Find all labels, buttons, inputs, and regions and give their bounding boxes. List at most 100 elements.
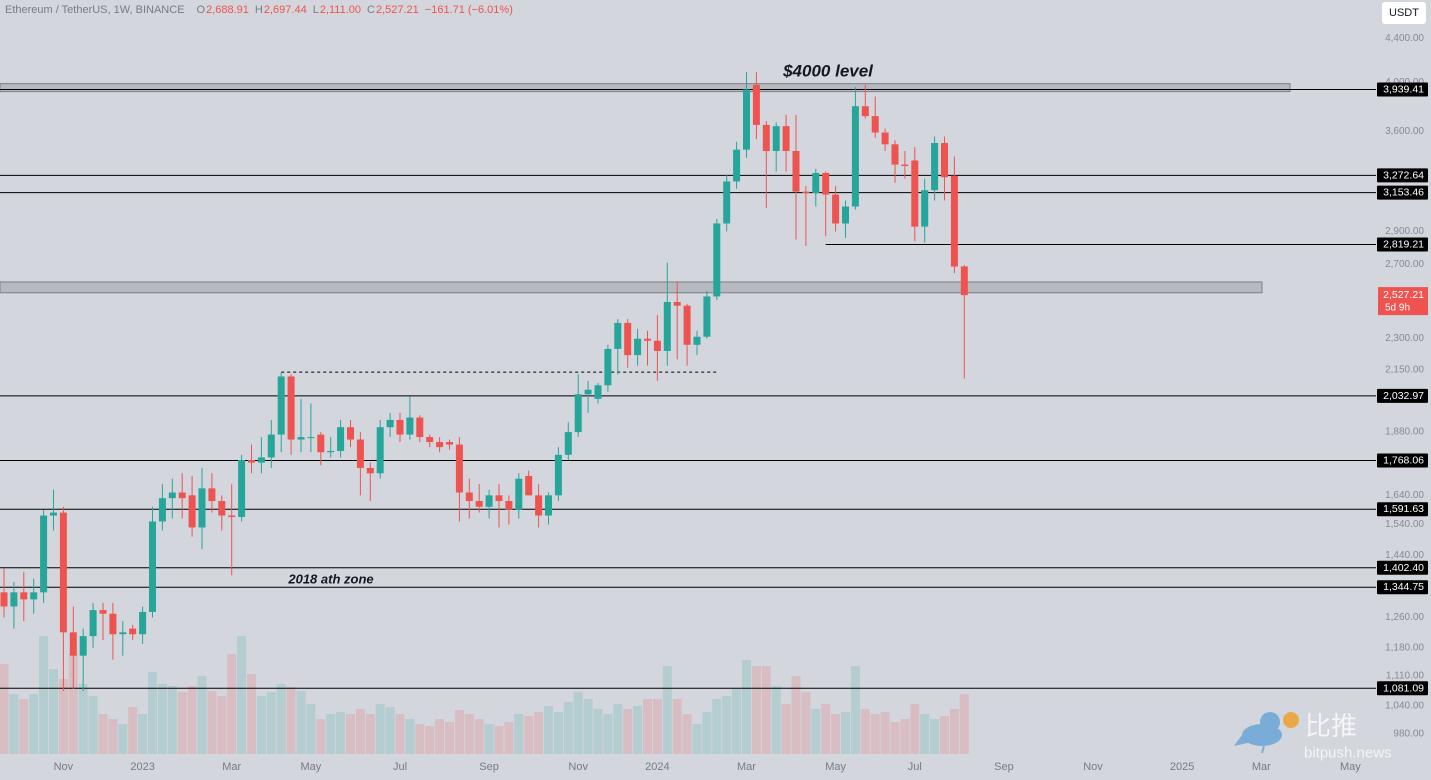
volume-bar: [959, 694, 969, 754]
level-label: 1,768.06: [1383, 455, 1424, 467]
change: −161.71 (−6.01%): [424, 4, 513, 16]
candle-body: [69, 632, 77, 656]
volume-bar: [237, 636, 247, 754]
candle-body: [723, 181, 731, 224]
volume-bar: [514, 714, 524, 754]
volume-bar: [148, 672, 157, 754]
volume-bar: [167, 686, 177, 754]
candle-body: [248, 460, 255, 463]
candle-body: [366, 467, 374, 474]
candle-body: [287, 376, 295, 440]
candle-body: [149, 521, 156, 612]
level-label: 2,032.97: [1383, 390, 1424, 402]
volume-bar: [603, 714, 613, 754]
volume-bar: [593, 709, 603, 754]
candle-body: [960, 266, 968, 296]
candle-body: [30, 592, 38, 600]
candle-body: [158, 498, 166, 522]
candle-body: [485, 495, 493, 507]
level-label-bg: [1377, 82, 1428, 97]
volume-bar: [702, 712, 712, 754]
candle-body: [911, 160, 919, 227]
volume-bar: [474, 719, 484, 754]
candle-body: [842, 206, 849, 224]
volume-bar: [573, 692, 583, 754]
currency-button[interactable]: USDT: [1382, 2, 1426, 24]
candle-body: [238, 460, 246, 518]
x-tick-label: Mar: [737, 761, 756, 773]
volume-bar: [831, 714, 841, 754]
level-label-bg: [1377, 185, 1428, 200]
x-tick-label: Jul: [908, 761, 922, 773]
volume-bar: [217, 696, 227, 754]
candle-body: [554, 454, 562, 496]
candle-body: [446, 442, 453, 445]
volume-bar: [415, 724, 425, 754]
candle-body: [228, 515, 236, 518]
candle-body: [297, 437, 305, 440]
candle-body: [50, 512, 57, 516]
symbol-header: Ethereum / TetherUS, 1W, BINANCE O2,688.9…: [5, 4, 519, 16]
candle-body: [396, 419, 404, 435]
ohlc-value: 2,697.44: [263, 4, 307, 16]
volume-bar: [247, 674, 256, 754]
candle-body: [673, 301, 681, 306]
candle-body: [792, 150, 800, 192]
candle-body: [931, 142, 939, 191]
x-tick-label: May: [825, 761, 846, 773]
candle-body: [782, 126, 790, 151]
x-tick-label: 2023: [130, 761, 154, 773]
volume-bar: [78, 684, 88, 754]
candle-body: [683, 305, 691, 345]
volume-bar: [544, 706, 553, 754]
level-label-bg: [1377, 560, 1428, 575]
volume-bar: [583, 699, 593, 754]
candle-body: [208, 488, 216, 502]
x-tick-label: Nov: [568, 761, 588, 773]
candle-body: [644, 338, 651, 341]
volume-bar: [128, 707, 138, 754]
candle-body: [99, 610, 107, 614]
candle-body: [653, 340, 661, 351]
candle-body: [436, 442, 444, 448]
volume-bar: [930, 719, 940, 754]
volume-bar: [504, 722, 514, 754]
volume-bar: [435, 719, 445, 754]
candle-body: [337, 427, 345, 451]
volume-bar: [375, 704, 385, 754]
ohlc-key: H: [254, 4, 263, 16]
candle-body: [416, 417, 424, 438]
watermark-site: bitpush.news: [1304, 745, 1392, 762]
candle-body: [347, 427, 354, 440]
x-tick-label: 2025: [1170, 761, 1194, 773]
level-label-bg: [1377, 168, 1428, 183]
y-tick-label: 4,000.00: [1385, 77, 1424, 88]
candle-body: [505, 501, 513, 510]
candle-body: [614, 322, 622, 349]
ohlc-value: 2,111.00: [319, 4, 362, 16]
volume-bar: [464, 714, 474, 754]
x-tick-label: Mar: [1252, 761, 1271, 773]
candle-body: [0, 592, 8, 607]
volume-bar: [98, 714, 108, 754]
volume-bar: [722, 696, 732, 754]
annotation: $4000 level: [782, 62, 874, 81]
volume-bar: [207, 691, 217, 754]
volume-bar: [266, 692, 276, 754]
level-label: 3,272.64: [1383, 169, 1424, 181]
candle-body: [772, 126, 780, 151]
volume-bar: [712, 699, 722, 754]
volume-bar: [187, 686, 197, 754]
current-price-bg: [1378, 287, 1428, 316]
volume-bar: [454, 710, 464, 754]
candle-body: [426, 437, 434, 443]
volume-bar: [276, 684, 286, 754]
y-tick-label: 3,600.00: [1385, 126, 1424, 137]
volume-bar: [296, 691, 306, 754]
volume-bar: [870, 714, 880, 754]
candle-body: [574, 394, 582, 433]
candle-body: [89, 610, 97, 637]
volume-bar: [534, 712, 544, 754]
volume-bar: [553, 712, 563, 754]
level-label-bg: [1377, 681, 1428, 696]
